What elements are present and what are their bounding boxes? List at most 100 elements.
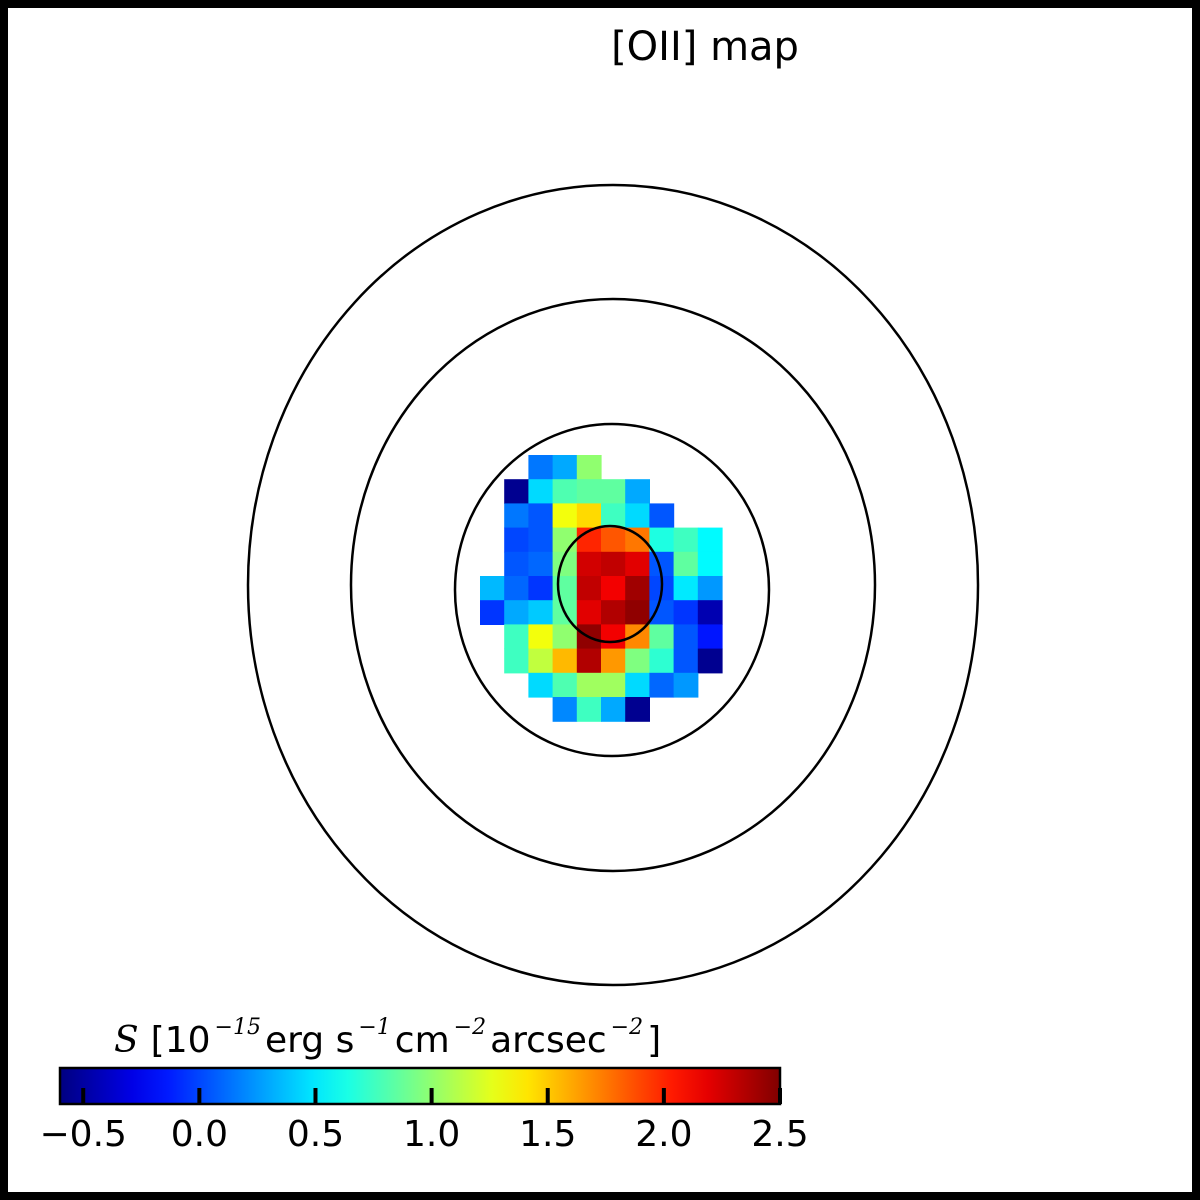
heatmap-cell	[576, 648, 602, 674]
heatmap-cell	[504, 624, 529, 650]
heatmap-cell	[649, 503, 675, 529]
heatmap-cell	[552, 503, 578, 529]
heatmap-cell	[697, 600, 723, 625]
chart-title: [OII] map	[611, 24, 799, 70]
heatmap-cell	[697, 551, 723, 577]
heatmap-cell	[528, 624, 554, 650]
isophote-contours	[246, 183, 980, 987]
heatmap-cell	[673, 551, 699, 577]
heatmap-cell	[673, 527, 699, 553]
colorbar-ticks: −0.5 0.0 0.5 1.0 1.5 2.0 2.5	[40, 1088, 809, 1155]
colorbar-exponent: −1	[358, 1015, 390, 1040]
heatmap-cell	[673, 648, 699, 674]
heatmap-cell	[601, 697, 626, 722]
heatmap-cell	[601, 576, 626, 601]
heatmap-cell	[673, 624, 699, 650]
heatmap-cell	[552, 672, 578, 698]
heatmap-cell	[601, 527, 626, 553]
colorbar-label-part: [10	[151, 1020, 211, 1061]
heatmap-cell	[528, 600, 554, 625]
heatmap-cell	[601, 624, 626, 650]
heatmap-cell	[528, 648, 554, 674]
heatmap-cell	[504, 600, 529, 625]
heatmap-cell	[601, 672, 626, 698]
heatmap-cell	[528, 455, 554, 480]
heatmap-cell	[625, 551, 650, 577]
heatmap-cell	[528, 479, 554, 504]
colorbar-tick-label: 2.0	[635, 1114, 692, 1155]
contour-inner	[556, 524, 664, 644]
heatmap-cell	[673, 672, 699, 698]
heatmap-cell	[625, 600, 650, 625]
contour-third	[453, 422, 771, 758]
heatmap-cell	[697, 576, 723, 601]
heatmap-cell	[552, 624, 578, 650]
colorbar-exponent: −2	[611, 1015, 643, 1040]
heatmap-cell	[649, 624, 675, 650]
heatmap-cell	[528, 551, 554, 577]
heatmap-cell	[552, 576, 578, 601]
heatmap-cell	[625, 527, 650, 553]
heatmap-cell	[601, 479, 626, 504]
heatmap-cell	[576, 600, 602, 625]
heatmap-cell	[576, 672, 602, 698]
heatmap-cell	[528, 527, 554, 553]
heatmap-cell	[649, 527, 675, 553]
colorbar-tick-label: −0.5	[40, 1114, 127, 1155]
heatmap-cell	[552, 479, 578, 504]
heatmap-cell	[576, 576, 602, 601]
colorbar-label-part: ]	[647, 1020, 661, 1061]
heatmap-cell	[625, 648, 650, 674]
heatmap-cell	[552, 455, 578, 480]
heatmap-cell	[480, 600, 505, 625]
heatmap-cell	[552, 648, 578, 674]
heatmap-cell	[528, 672, 554, 698]
heatmap-cell	[697, 624, 723, 650]
heatmap-cell	[576, 455, 602, 480]
contour-outer	[246, 183, 980, 987]
colorbar-tick-label: 2.5	[751, 1114, 808, 1155]
heatmap-cell	[601, 503, 626, 529]
heatmap-cell	[504, 527, 529, 553]
heatmap-cells	[480, 455, 723, 722]
colorbar-tick-label: 0.5	[287, 1114, 344, 1155]
heatmap-cell	[552, 697, 578, 722]
heatmap-cell	[504, 479, 529, 504]
heatmap-cell	[601, 600, 626, 625]
heatmap-cell	[601, 551, 626, 577]
heatmap-cell	[528, 576, 554, 601]
heatmap-cell	[649, 672, 675, 698]
colorbar	[58, 1066, 782, 1106]
heatmap-cell	[625, 624, 650, 650]
heatmap-cell	[576, 551, 602, 577]
heatmap-cell	[480, 576, 505, 601]
colorbar-tick-label: 1.5	[519, 1114, 576, 1155]
colorbar-tick-label: 0.0	[171, 1114, 228, 1155]
heatmap-cell	[625, 672, 650, 698]
heatmap-cell	[625, 697, 650, 722]
heatmap-cell	[504, 551, 529, 577]
heatmap-cell	[601, 648, 626, 674]
colorbar-symbol: S	[114, 1020, 139, 1061]
heatmap-cell	[649, 648, 675, 674]
colorbar-label: S [10 −15 erg s −1 cm −2 arcsec −2 ]	[114, 1015, 661, 1061]
heatmap-cell	[673, 600, 699, 625]
heatmap-cell	[649, 600, 675, 625]
heatmap-cell	[625, 503, 650, 529]
heatmap-cell	[697, 648, 723, 674]
contour-second	[349, 297, 877, 873]
heatmap-cell	[576, 479, 602, 504]
colorbar-tick-label: 1.0	[403, 1114, 460, 1155]
heatmap-cell	[625, 576, 650, 601]
colorbar-label-part: cm	[395, 1020, 450, 1061]
heatmap-cell	[576, 697, 602, 722]
colorbar-exponent: −2	[454, 1015, 486, 1040]
heatmap-cell	[697, 527, 723, 553]
colorbar-exponent: −15	[215, 1015, 261, 1040]
heatmap-cell	[528, 503, 554, 529]
heatmap-cell	[625, 479, 650, 504]
heatmap-cell	[504, 576, 529, 601]
heatmap-cell	[504, 648, 529, 674]
